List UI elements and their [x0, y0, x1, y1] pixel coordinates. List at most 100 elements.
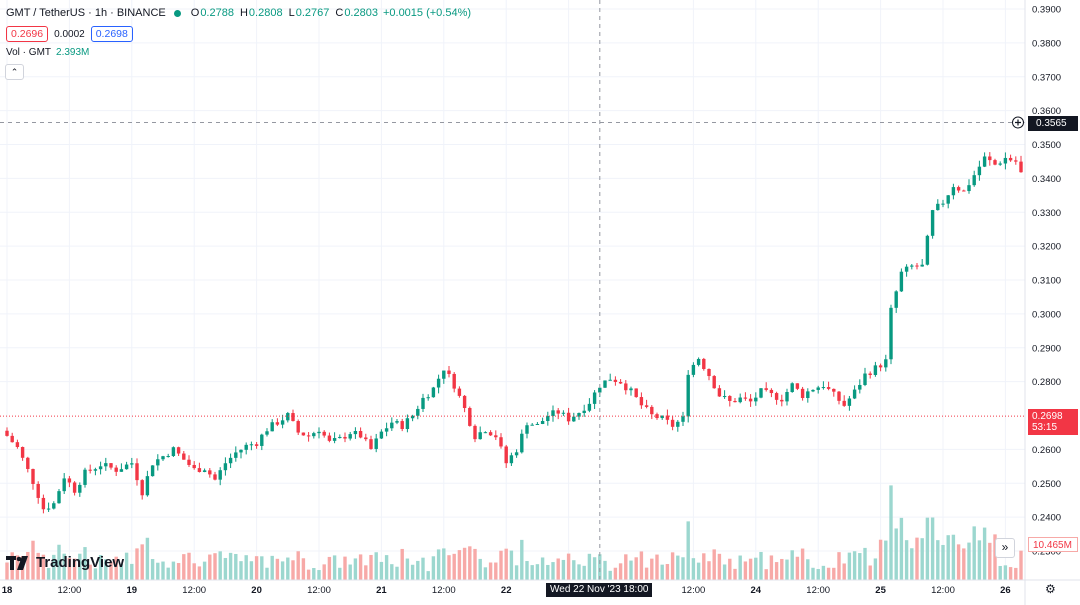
candle-body: [780, 399, 784, 402]
volume-bar: [270, 555, 274, 580]
collapse-legend-button[interactable]: ⌃: [5, 64, 24, 80]
volume-axis-label: 10.465M: [1028, 537, 1078, 552]
candle: [904, 264, 909, 277]
volume-bar: [358, 554, 363, 580]
volume-bar: [795, 556, 800, 580]
candle: [410, 414, 415, 422]
volume-bar: [587, 553, 592, 580]
candle: [124, 461, 129, 470]
sell-button[interactable]: 0.2696: [6, 26, 49, 42]
candle-body: [556, 410, 560, 414]
candle: [166, 453, 170, 458]
volume-bar: [218, 551, 222, 580]
y-tick-label: 0.2900: [1032, 343, 1061, 354]
candle: [156, 454, 160, 471]
candle: [109, 462, 113, 470]
candle-body: [208, 470, 212, 475]
close-label: C: [335, 7, 344, 19]
volume-bar: [46, 567, 51, 580]
candle-body: [832, 388, 836, 392]
candle-body: [36, 483, 40, 498]
crosshair-time-label: Wed 22 Nov '23 18:00: [546, 583, 653, 597]
candle-body: [644, 405, 649, 407]
candle: [145, 470, 150, 497]
volume-bar: [774, 562, 779, 580]
candle: [884, 354, 888, 372]
volume-bar: [982, 527, 987, 580]
candle: [509, 452, 514, 466]
y-tick-label: 0.2300: [1032, 547, 1061, 558]
crosshair-price-label: 0.3565: [1028, 116, 1078, 131]
candle-body: [171, 447, 176, 457]
buy-button[interactable]: 0.2698: [90, 26, 133, 42]
candle-body: [145, 476, 150, 496]
candle-body: [306, 435, 311, 437]
volume-bar: [821, 565, 826, 580]
x-tick-label: 12:00: [307, 585, 331, 596]
candle: [998, 161, 1002, 166]
volume-bar: [613, 567, 618, 580]
candle: [1014, 156, 1018, 165]
candle-body: [447, 370, 451, 374]
candle: [608, 373, 612, 381]
volume-bar: [67, 558, 72, 580]
volume-bar: [546, 564, 550, 580]
candle: [582, 404, 586, 417]
candle: [374, 433, 378, 453]
scroll-to-realtime-button[interactable]: »: [995, 538, 1015, 558]
volume-bar: [728, 558, 732, 580]
candle: [46, 502, 51, 512]
candle: [390, 417, 394, 431]
candle: [478, 426, 482, 440]
candle: [353, 427, 358, 439]
change-value: +0.0015 (+0.54%): [382, 7, 472, 19]
candle: [733, 398, 737, 403]
candle: [187, 455, 191, 468]
candle-body: [670, 419, 675, 427]
volume-bar: [473, 548, 477, 580]
candle: [764, 382, 768, 392]
candle: [244, 442, 248, 455]
symbol-title[interactable]: GMT / TetherUS · 1h · BINANCE: [6, 7, 166, 19]
volume-bar: [941, 544, 945, 580]
candle-body: [488, 432, 493, 436]
volume-bar: [150, 559, 155, 580]
volume-label: Vol · GMT: [6, 47, 52, 58]
volume-bar: [785, 559, 789, 580]
candle-body: [613, 379, 618, 382]
candle: [894, 290, 898, 313]
candle: [150, 465, 155, 477]
candle: [176, 446, 181, 456]
candle-body: [41, 497, 46, 510]
candle-body: [624, 383, 628, 391]
x-tick-label: 12:00: [806, 585, 830, 596]
candle: [405, 414, 410, 433]
candle: [468, 406, 472, 427]
candle: [98, 461, 103, 475]
candle: [332, 432, 337, 444]
volume-bar: [925, 517, 930, 580]
candle-body: [218, 470, 222, 480]
volume-bar: [582, 565, 586, 580]
candle: [951, 183, 956, 200]
candle: [826, 381, 831, 391]
volume-bar: [618, 563, 623, 580]
volume-bar: [452, 553, 456, 580]
candle: [15, 439, 20, 449]
candle: [728, 395, 732, 407]
candle: [592, 390, 597, 410]
candle: [72, 481, 77, 496]
candle: [192, 461, 196, 470]
volume-bar: [962, 548, 966, 580]
volume-bar: [431, 556, 436, 580]
candle-body: [962, 190, 966, 192]
candle-body: [852, 389, 857, 399]
candle-body: [244, 444, 248, 450]
candle-body: [806, 391, 810, 399]
gear-icon[interactable]: ⚙: [1045, 582, 1056, 596]
volume-bar: [520, 539, 524, 580]
volume-bar: [140, 544, 144, 580]
candle: [546, 411, 550, 426]
low-value: 0.2767: [295, 7, 330, 19]
